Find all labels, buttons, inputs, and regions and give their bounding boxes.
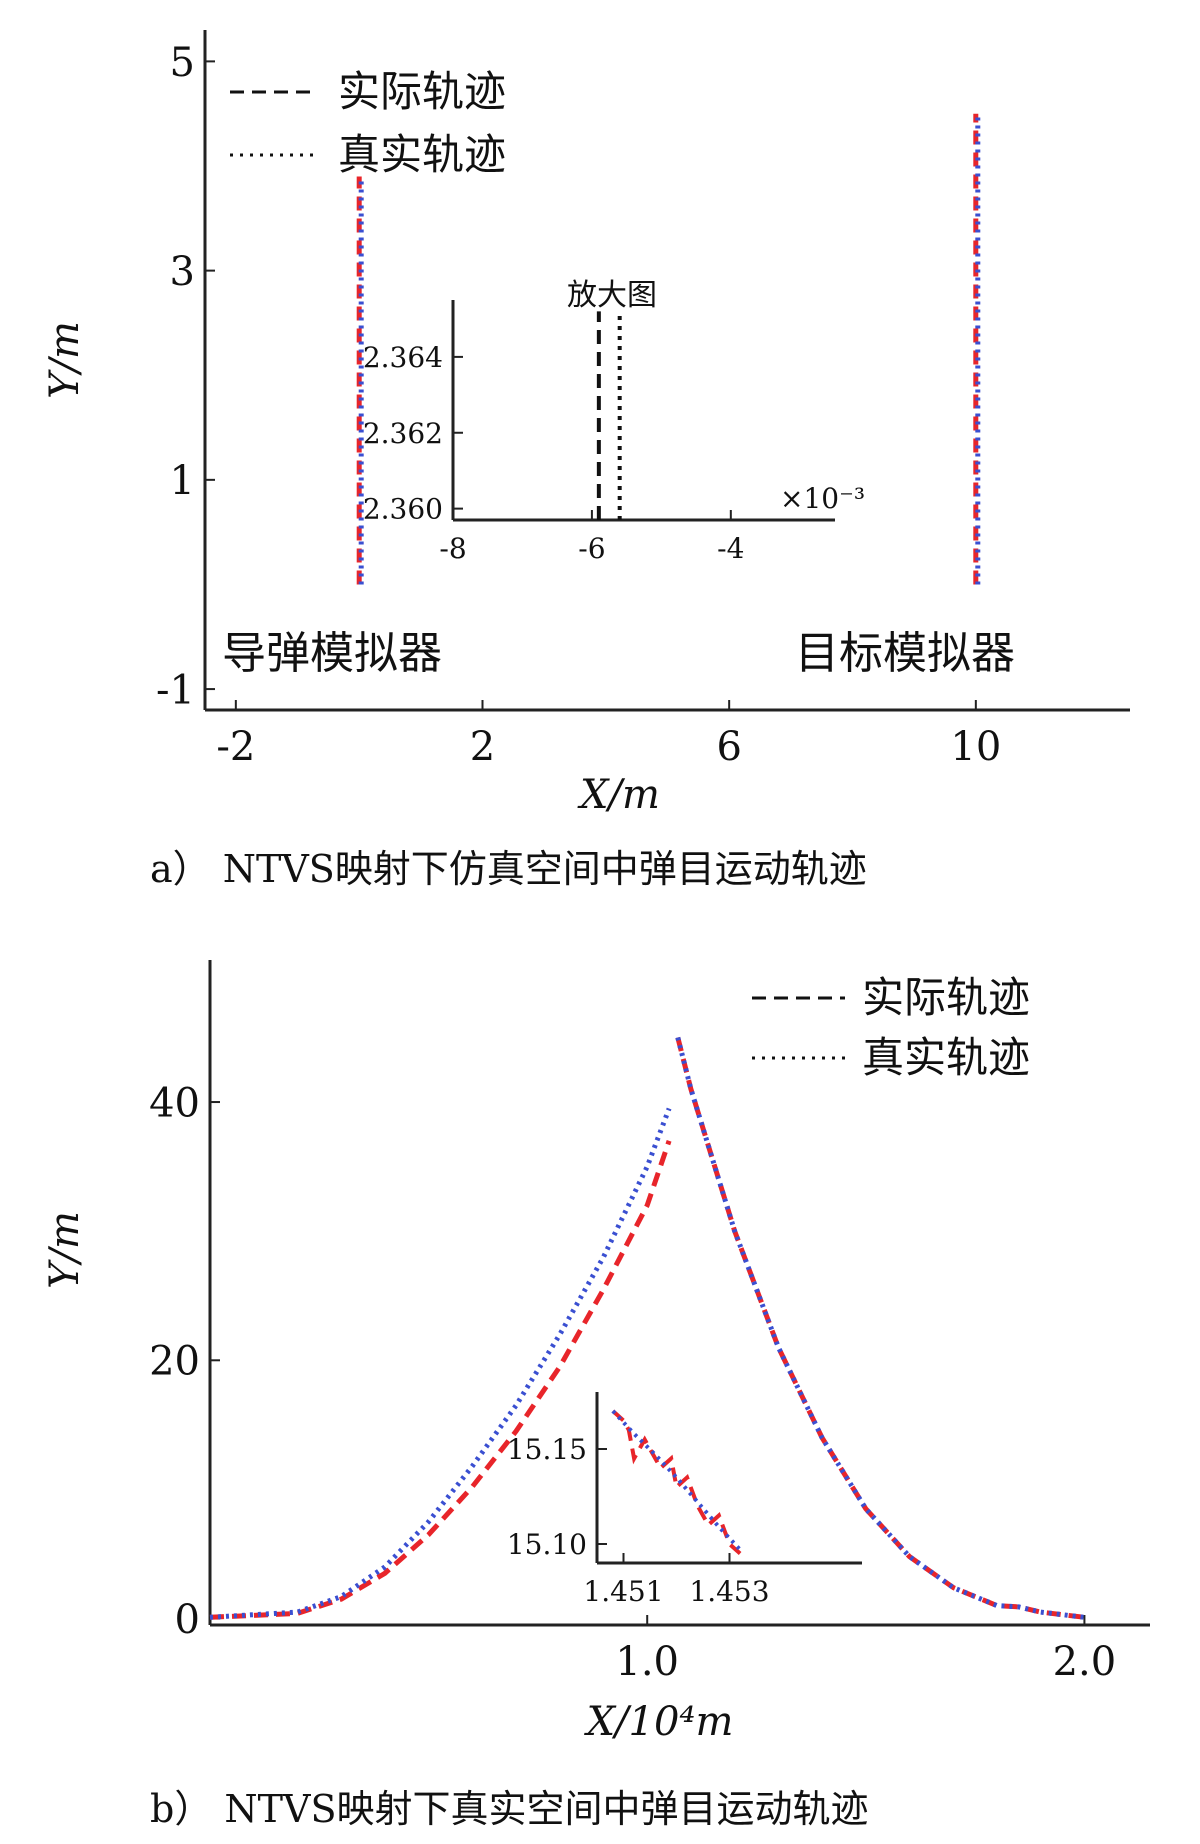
axes-b-inset <box>595 1392 862 1565</box>
inset-multiplier: ×10⁻³ <box>780 482 865 515</box>
axes-a <box>203 30 1130 712</box>
caption-a: a） NTVS映射下仿真空间中弹目运动轨迹 <box>150 847 867 891</box>
inset-trajectory-dashed <box>611 1409 742 1555</box>
legend-label: 实际轨迹 <box>338 67 506 116</box>
x-tick-label: 10 <box>950 724 1001 770</box>
y-tick-label: 15.10 <box>507 1528 587 1561</box>
trajectory-dotted <box>209 1107 672 1620</box>
y-tick-label: 20 <box>149 1339 200 1385</box>
x-axis-label-b: X/10⁴m <box>584 1699 734 1745</box>
annotation-missile-simulator: 导弹模拟器 <box>222 628 442 679</box>
y-tick-label: -1 <box>156 667 195 713</box>
legend-label: 真实轨迹 <box>338 130 506 179</box>
x-tick-label: 1.0 <box>615 1639 679 1685</box>
y-tick-label: 3 <box>170 249 195 295</box>
caption-b: b） NTVS映射下真实空间中弹目运动轨迹 <box>150 1787 869 1831</box>
y-tick-label: 2.362 <box>363 417 443 450</box>
inset-title-a: 放大图 <box>567 278 657 313</box>
x-tick-label: -2 <box>216 724 255 770</box>
y-tick-label: 5 <box>170 40 195 86</box>
y-tick-label: 40 <box>149 1080 200 1126</box>
axes-b <box>208 960 1150 1627</box>
axes-a-inset <box>451 300 835 522</box>
trajectory-dashed <box>675 1036 1085 1620</box>
x-tick-label: -6 <box>578 532 605 565</box>
y-tick-label: 2.364 <box>363 341 443 374</box>
y-tick-label: 15.15 <box>507 1433 587 1466</box>
y-tick-label: 1 <box>170 458 195 504</box>
x-tick-label: 2.0 <box>1053 1639 1117 1685</box>
x-tick-label: 6 <box>716 724 741 770</box>
y-tick-label: 2.360 <box>363 493 443 526</box>
y-axis-label-a: Y/m <box>42 321 88 399</box>
x-tick-label: -8 <box>439 532 466 565</box>
x-tick-label: 1.453 <box>689 1575 769 1608</box>
x-axis-label-a: X/m <box>577 772 660 818</box>
trajectory-dashed <box>209 1139 672 1620</box>
x-tick-label: -4 <box>717 532 744 565</box>
x-tick-label: 2 <box>470 724 495 770</box>
legend-label: 真实轨迹 <box>862 1033 1030 1082</box>
x-tick-label: 1.451 <box>583 1575 663 1608</box>
trajectory-dotted <box>675 1036 1085 1620</box>
annotation-target-simulator: 目标模拟器 <box>795 628 1015 679</box>
y-tick-label: 0 <box>175 1597 200 1643</box>
y-axis-label-b: Y/m <box>42 1211 88 1289</box>
legend-label: 实际轨迹 <box>862 973 1030 1022</box>
